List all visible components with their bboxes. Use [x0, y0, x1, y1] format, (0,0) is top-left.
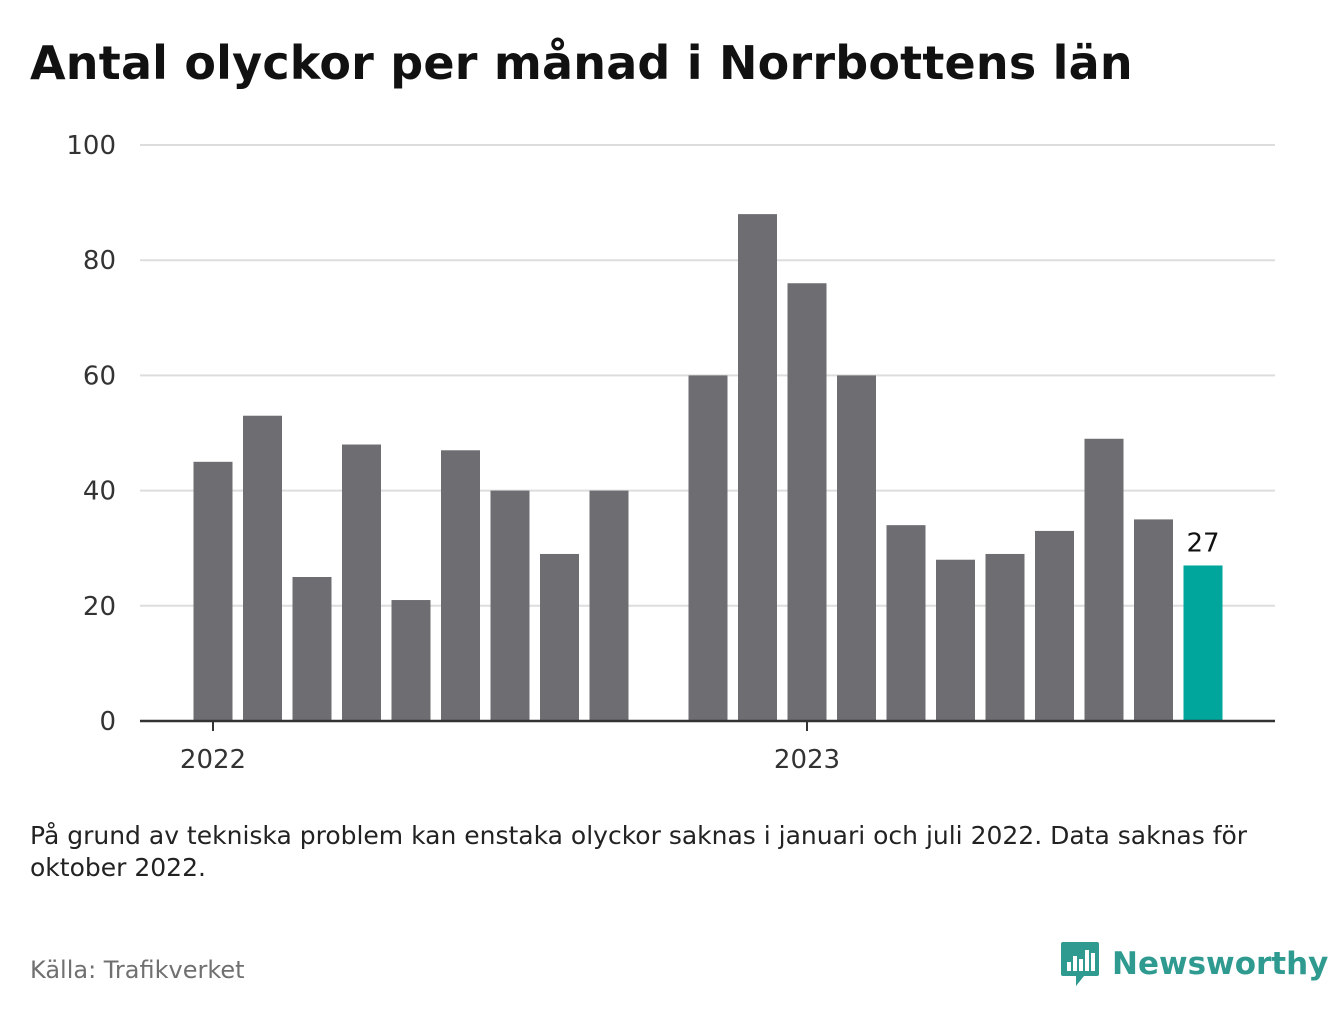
bar-2022-04	[342, 444, 381, 721]
y-tick-label: 40	[83, 477, 116, 507]
bar-2022-01	[193, 461, 233, 721]
source-label: Källa: Trafikverket	[30, 956, 245, 984]
bar-2022-05	[391, 600, 431, 721]
x-axis: 2022 2023	[140, 719, 1275, 775]
bar-2022-06	[441, 450, 480, 721]
bar-2023-03	[886, 525, 926, 721]
bar-2023-05	[985, 553, 1025, 721]
bar-2023-09	[1183, 565, 1223, 721]
bar-2023-02	[837, 375, 876, 721]
bar-2023-06	[1035, 530, 1074, 721]
x-tick-label-2023: 2023	[774, 745, 840, 775]
y-axis-labels: 0 20 40 60 80 100	[66, 131, 116, 737]
bar-2022-08	[540, 553, 579, 721]
bar-2022-12	[738, 214, 777, 721]
bar-2022-11	[688, 375, 728, 721]
x-tick-label-2022: 2022	[180, 745, 246, 775]
y-tick-label: 80	[83, 246, 116, 276]
bar-2023-01	[787, 283, 827, 721]
newsworthy-logo: Newsworthy	[1060, 940, 1328, 988]
bar-2023-08	[1134, 519, 1173, 721]
bar-2023-04	[936, 559, 975, 721]
y-tick-label: 100	[66, 131, 116, 161]
chart-title: Antal olyckor per månad i Norrbottens lä…	[30, 36, 1133, 90]
bar-chart: 0 20 40 60 80 100 2022 2023 27	[66, 131, 1275, 775]
bar-2022-07	[490, 490, 530, 721]
y-tick-label: 60	[83, 361, 116, 391]
data-label-highlight: 27	[1186, 528, 1219, 558]
footnote: På grund av tekniska problem kan enstaka…	[30, 821, 1248, 882]
bar-2022-09	[589, 490, 629, 721]
bar-chart-speech-bubble-icon	[1061, 942, 1099, 986]
bar-2023-07	[1084, 438, 1124, 721]
bar-2022-03	[292, 577, 332, 721]
bar-2022-02	[243, 415, 282, 721]
data-labels: 27	[1186, 528, 1219, 558]
y-tick-label: 20	[83, 592, 116, 622]
brand-name: Newsworthy	[1112, 946, 1329, 982]
bars	[193, 214, 1223, 721]
y-tick-label: 0	[99, 707, 116, 737]
